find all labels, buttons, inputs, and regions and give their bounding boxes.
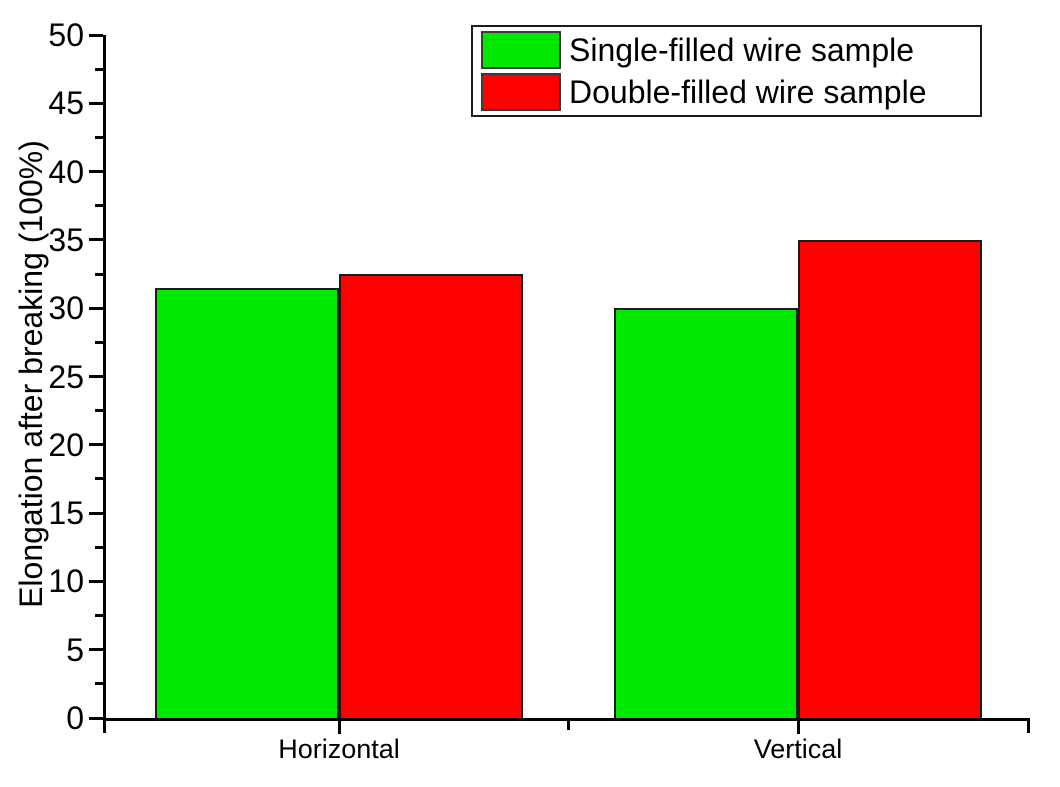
y-tick-label: 50 — [48, 17, 84, 53]
legend: Single-filled wire sample Double-filled w… — [471, 25, 982, 117]
legend-label: Single-filled wire sample — [569, 32, 915, 68]
legend-swatch-single-filled — [481, 31, 561, 69]
y-major-tick — [89, 306, 103, 310]
y-tick-label: 10 — [48, 563, 84, 600]
legend-swatch-double-filled — [481, 73, 561, 111]
y-tick-label: 5 — [66, 631, 84, 668]
x-category-label: Vertical — [753, 734, 843, 764]
y-tick-label: 40 — [48, 153, 84, 190]
bar-vertical-single-filled — [614, 308, 798, 718]
y-minor-tick — [95, 682, 103, 686]
y-major-tick — [89, 511, 103, 515]
y-minor-tick — [95, 272, 103, 276]
y-minor-tick — [95, 67, 103, 71]
y-tick-label: 25 — [48, 358, 84, 395]
y-minor-tick — [95, 614, 103, 618]
x-axis-left-end-tick — [103, 721, 106, 733]
y-tick-label: 30 — [48, 290, 84, 327]
bar-horizontal-double-filled — [339, 274, 523, 718]
y-minor-tick — [95, 204, 103, 208]
x-axis-right-end-tick — [1027, 721, 1030, 733]
y-minor-tick — [95, 545, 103, 549]
y-tick-label: 20 — [48, 426, 84, 463]
y-tick-label: 15 — [48, 495, 84, 532]
bar-horizontal-single-filled — [155, 288, 339, 718]
y-major-tick — [89, 648, 103, 652]
y-major-tick — [89, 101, 103, 105]
y-minor-tick — [95, 409, 103, 413]
y-major-tick — [89, 33, 103, 37]
y-major-tick — [89, 375, 103, 378]
legend-label: Double-filled wire sample — [569, 74, 927, 110]
x-major-tick — [337, 721, 341, 734]
y-minor-tick — [95, 135, 103, 139]
legend-item: Double-filled wire sample — [473, 72, 980, 112]
bar-vertical-double-filled — [798, 240, 982, 718]
plot-area: 0 5 10 15 20 25 30 35 40 45 50 Horizontal Vertical — [48, 19, 1030, 764]
y-tick-label: 0 — [66, 700, 84, 736]
y-minor-tick — [95, 477, 103, 481]
x-major-tick — [796, 721, 800, 734]
y-major-tick — [89, 579, 103, 583]
y-minor-tick — [95, 340, 103, 344]
y-tick-label: 45 — [48, 85, 84, 122]
y-major-tick — [89, 238, 103, 242]
y-major-tick — [89, 443, 103, 447]
x-category-label: Horizontal — [278, 734, 400, 764]
y-major-tick — [89, 170, 103, 174]
legend-item: Single-filled wire sample — [473, 30, 980, 70]
y-major-tick — [89, 716, 103, 720]
x-minor-tick — [567, 721, 570, 730]
y-tick-label: 35 — [48, 221, 84, 258]
